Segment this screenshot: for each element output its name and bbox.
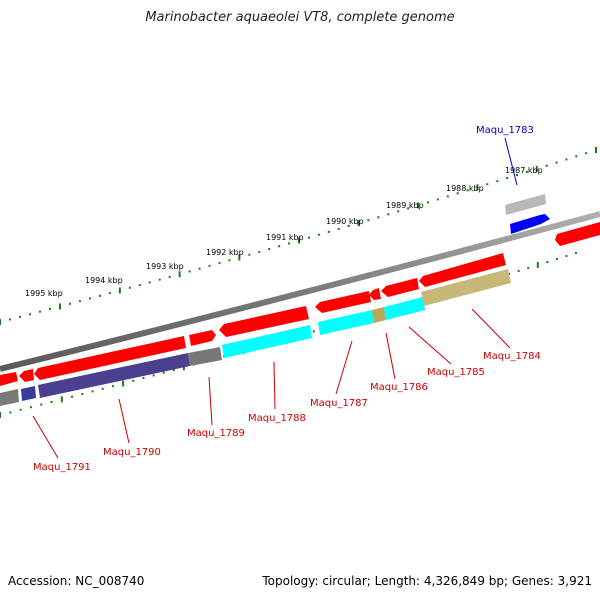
kbp-label: 1993 kbp — [146, 262, 184, 271]
outer-tick-arc — [0, 147, 597, 325]
gene-arrow[interactable] — [189, 330, 216, 346]
gene-label-maqu-1790[interactable]: Maqu_1790 — [103, 447, 161, 458]
callout-lines — [32, 137, 518, 459]
gene-feature-purple[interactable] — [21, 386, 36, 401]
gene-arrow[interactable] — [0, 372, 18, 386]
gene-feature-gray[interactable] — [0, 389, 19, 406]
callout-line — [273, 361, 276, 410]
gene-feature-gray[interactable] — [505, 194, 546, 215]
gene-label-maqu-1791[interactable]: Maqu_1791 — [33, 462, 91, 473]
gene-label-maqu-1784[interactable]: Maqu_1784 — [483, 351, 541, 362]
topology-text: Topology: circular; Length: 4,326,849 bp… — [262, 574, 592, 588]
gene-label-maqu-1788[interactable]: Maqu_1788 — [248, 413, 306, 424]
map-title: Marinobacter aquaeolei VT8, complete gen… — [145, 10, 455, 25]
gene-arrow[interactable] — [369, 288, 381, 300]
gene-label-maqu-1789[interactable]: Maqu_1789 — [187, 428, 245, 439]
gene-arrow[interactable] — [219, 306, 309, 337]
kbp-label: 1995 kbp — [25, 289, 63, 298]
kbp-label: 1990 kbp — [326, 217, 364, 226]
kbp-scale-labels: 1995 kbp 1994 kbp 1993 kbp 1992 kbp 1991… — [25, 166, 543, 298]
gene-feature-cyan[interactable] — [222, 325, 312, 358]
callout-line — [32, 415, 59, 459]
gene-label-maqu-1786[interactable]: Maqu_1786 — [370, 382, 428, 393]
lower-feature-track — [0, 269, 511, 406]
genome-backbone — [0, 211, 600, 372]
gene-arrow[interactable] — [315, 291, 371, 313]
kbp-label: 1992 kbp — [206, 248, 244, 257]
callout-line — [385, 332, 396, 380]
gene-feature-purple[interactable] — [38, 353, 190, 398]
kbp-label: 1994 kbp — [85, 276, 123, 285]
kbp-label: 1987 kbp — [505, 166, 543, 175]
gene-feature-olive[interactable] — [372, 307, 386, 323]
gene-feature-gray[interactable] — [188, 347, 222, 366]
gene-feature-olive[interactable] — [421, 269, 511, 306]
gene-arrow[interactable] — [34, 336, 186, 380]
gene-arrow[interactable] — [381, 278, 419, 297]
callout-line — [335, 340, 353, 395]
callout-line — [471, 308, 511, 349]
callout-line — [504, 137, 518, 186]
gene-label-maqu-1787[interactable]: Maqu_1787 — [310, 398, 368, 409]
gene-feature-red[interactable] — [555, 222, 600, 246]
gene-label-maqu-1785[interactable]: Maqu_1785 — [427, 367, 485, 378]
gene-feature-cyan[interactable] — [384, 297, 425, 320]
kbp-label: 1989 kbp — [386, 201, 424, 210]
gene-arrow[interactable] — [419, 253, 506, 287]
accession-text: Accession: NC_008740 — [8, 574, 145, 588]
kbp-label: 1991 kbp — [266, 233, 304, 242]
gene-labels: Maqu_1783 Maqu_1784 Maqu_1785 Maqu_1786 … — [33, 125, 541, 473]
upper-gene-track — [0, 253, 506, 386]
gene-feature-blue[interactable] — [510, 214, 550, 234]
gene-label-maqu-1783[interactable]: Maqu_1783 — [476, 125, 534, 136]
callout-line — [118, 398, 130, 444]
callout-line — [208, 376, 213, 426]
gene-feature-cyan[interactable] — [318, 310, 374, 335]
callout-line — [408, 326, 452, 365]
kbp-label: 1988 kbp — [446, 184, 484, 193]
gene-arrow[interactable] — [19, 369, 34, 382]
